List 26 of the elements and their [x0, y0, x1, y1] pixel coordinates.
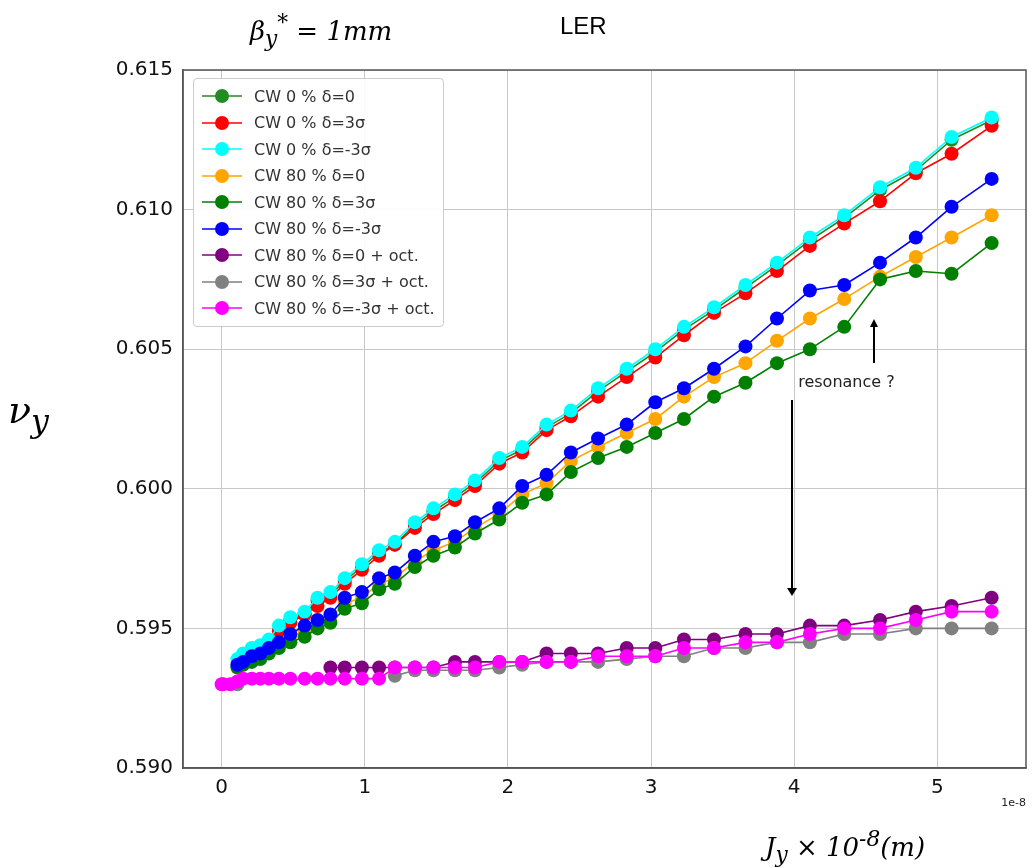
legend-label: CW 80 % δ=3σ [254, 192, 376, 212]
legend-label: CW 80 % δ=0 + oct. [254, 245, 419, 265]
x-tick-label: 2 [501, 774, 515, 799]
chart-title: β$_{y}$$^{*}$ = 1mm [250, 10, 393, 51]
x-tick-label: 5 [930, 774, 944, 799]
y-tick-label: 0.610 [115, 195, 173, 220]
x-tick-label: 0 [215, 774, 229, 799]
legend-label: CW 80 % δ=3σ + oct. [254, 272, 429, 292]
x-tick-label: 1 [358, 774, 372, 799]
legend-label: CW 80 % δ=-3σ [254, 219, 382, 239]
y-tick-label: 0.595 [115, 614, 173, 639]
x-tick-label: 4 [787, 774, 801, 799]
y-tick-label: 0.600 [115, 475, 173, 499]
y-axis-title: ν$_{y}$ [8, 388, 49, 439]
legend-label: CW 0 % δ=-3σ [254, 139, 371, 159]
legend-label: CW 0 % δ=3σ [254, 113, 366, 133]
legend-label: CW 80 % δ=-3σ + oct. [254, 298, 435, 318]
y-tick-label: 0.590 [115, 754, 173, 779]
legend-label: CW 80 % δ=0 [254, 166, 366, 186]
chart-subtitle: LER [560, 12, 607, 40]
x-tick-label: 3 [644, 774, 658, 799]
text: 1e-8 [1001, 796, 1026, 810]
y-tick-label: 0.615 [115, 56, 173, 81]
legend-label: CW 0 % δ=0 [254, 86, 356, 106]
annotation: resonance ? [798, 372, 895, 392]
y-tick-label: 0.605 [115, 335, 173, 360]
